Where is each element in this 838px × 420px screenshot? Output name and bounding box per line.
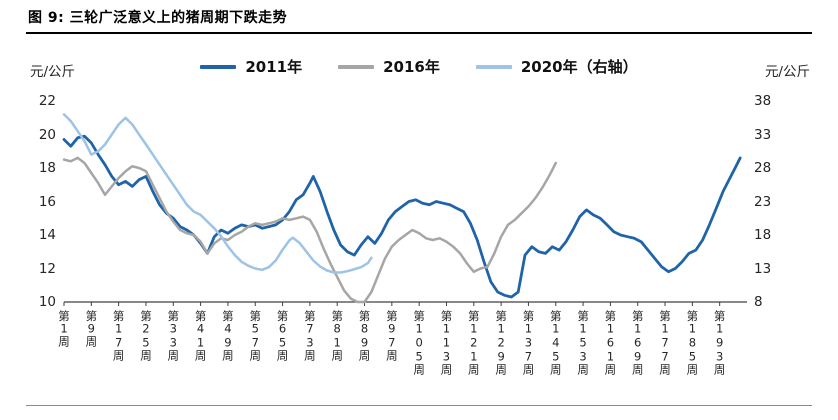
right-y-tick-label: 23 — [754, 193, 772, 210]
left-y-tick-label: 16 — [38, 193, 56, 210]
right-y-tick-label: 18 — [754, 227, 772, 243]
title-rule — [26, 32, 812, 34]
x-tick-label: 第33周 — [166, 310, 181, 361]
x-tick-label: 第65周 — [275, 310, 290, 361]
left-y-tick-label: 20 — [38, 126, 56, 143]
x-tick-label: 第57周 — [248, 310, 263, 361]
x-tick-label: 第81周 — [330, 310, 345, 361]
x-tick-label: 第185周 — [685, 310, 700, 375]
left-y-tick-label: 22 — [38, 93, 56, 109]
x-tick-label: 第41周 — [193, 310, 208, 361]
x-tick-label: 第113周 — [439, 310, 454, 375]
x-tick-label: 第177周 — [658, 310, 673, 375]
x-tick-label: 第73周 — [302, 310, 317, 361]
line-chart: 元/公斤 元/公斤 2011年 2016年 2020年（右轴） 第1周 第9周 第17周… — [0, 44, 838, 394]
x-tick-label: 第25周 — [138, 310, 153, 361]
right-axis-unit-label: 元/公斤 — [764, 64, 810, 80]
x-tick-label: 第121周 — [466, 310, 481, 375]
left-y-tick-label: 10 — [38, 294, 56, 310]
x-tick-label: 第89周 — [357, 310, 372, 361]
x-tick-label: 第97周 — [384, 310, 399, 361]
x-tick-label: 第145周 — [548, 310, 563, 375]
left-y-tick-label: 18 — [38, 160, 56, 176]
x-tick-label: 第129周 — [494, 310, 509, 375]
x-tick-label: 第49周 — [220, 310, 235, 361]
plot-area — [62, 113, 747, 306]
x-tick-label: 第17周 — [111, 310, 126, 361]
right-y-tick-label: 38 — [754, 93, 772, 109]
right-y-tick-label: 28 — [754, 160, 772, 176]
footer-rule — [26, 405, 812, 406]
series-line-1 — [62, 156, 558, 304]
right-y-tick-label: 8 — [754, 294, 763, 310]
figure-title: 图 9: 三轮广泛意义上的猪周期下跌走势 — [28, 10, 288, 26]
x-tick-label: 第1周 — [57, 310, 71, 347]
left-y-tick-label: 14 — [38, 227, 56, 243]
series-line-0 — [62, 134, 742, 299]
left-y-tick-label: 12 — [38, 260, 56, 277]
x-tick-label: 第161周 — [603, 310, 618, 375]
right-y-tick-label: 13 — [754, 260, 772, 277]
figure-header: 图 9: 三轮广泛意义上的猪周期下跌走势 — [0, 0, 838, 34]
x-tick-label: 第9周 — [84, 310, 99, 347]
x-tick-label: 第169周 — [630, 310, 645, 375]
x-tick-label: 第193周 — [712, 310, 727, 375]
x-tick-label: 第153周 — [576, 310, 591, 375]
series-line-2 — [62, 113, 373, 274]
x-tick-label: 第137周 — [521, 310, 536, 375]
x-tick-label: 第105周 — [412, 310, 427, 375]
right-y-tick-label: 33 — [754, 126, 772, 143]
left-axis-unit-label: 元/公斤 — [30, 64, 76, 80]
